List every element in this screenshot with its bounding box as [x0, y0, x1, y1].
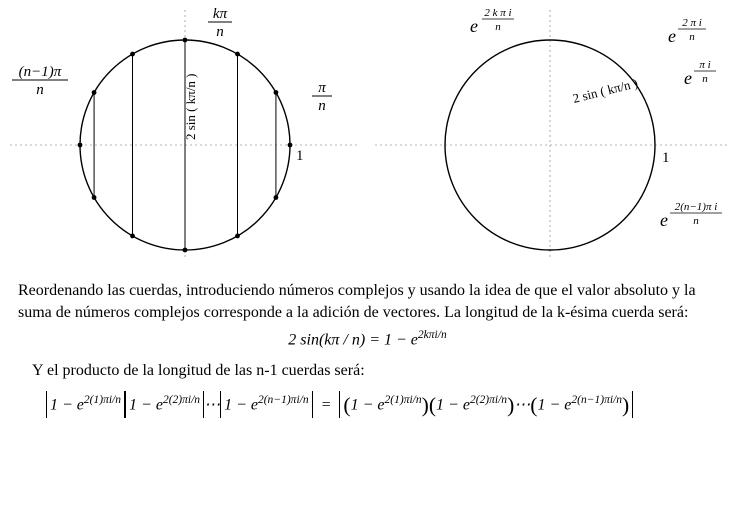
right-figure: 2 sin ( kπ/n ) 1 e 2 k π i n e 2 π i n: [370, 0, 735, 270]
svg-text:n: n: [689, 31, 695, 43]
left-left-frac: (n−1)π n: [12, 64, 68, 98]
right-label-botright: e 2(n−1)π i n: [660, 201, 722, 230]
left-top-frac: kπ n: [208, 6, 232, 40]
svg-text:2(n−1)π i: 2(n−1)π i: [675, 201, 718, 213]
figure-row: 2 sin ( kπ/n ) 1 kπ n π n (n−1)π: [0, 0, 735, 270]
left-chord-label: 2 sin ( kπ/n ): [183, 73, 198, 140]
page: 2 sin ( kπ/n ) 1 kπ n π n (n−1)π: [0, 0, 735, 525]
svg-text:2 k π i: 2 k π i: [484, 7, 511, 19]
left-svg: 2 sin ( kπ/n ) 1 kπ n π n (n−1)π: [0, 0, 370, 270]
svg-text:e: e: [470, 16, 478, 36]
left-one-label: 1: [296, 148, 304, 164]
text-block: Reordenando las cuerdas, introduciendo n…: [0, 270, 735, 418]
right-one-label: 1: [662, 150, 670, 166]
svg-text:e: e: [660, 210, 668, 230]
right-label-midright: e π i n: [684, 59, 716, 88]
right-label-topleft: e 2 k π i n: [470, 7, 514, 36]
svg-text:e: e: [668, 26, 676, 46]
left-figure: 2 sin ( kπ/n ) 1 kπ n π n (n−1)π: [0, 0, 370, 270]
paragraph-2: Y el producto de la longitud de las n-1 …: [32, 360, 717, 382]
svg-text:π: π: [318, 80, 326, 96]
right-label-topright: e 2 π i n: [668, 17, 706, 46]
svg-text:n: n: [495, 21, 501, 33]
right-svg: 2 sin ( kπ/n ) 1 e 2 k π i n e 2 π i n: [370, 0, 735, 270]
svg-text:n: n: [318, 98, 326, 114]
svg-text:n: n: [702, 73, 708, 85]
equation-1: 2 sin(kπ / n) = 1 − e2kπi/n: [18, 329, 717, 349]
svg-text:π i: π i: [699, 59, 710, 71]
right-chord-label: 2 sin ( kπ/n ): [571, 75, 639, 106]
svg-text:kπ: kπ: [213, 6, 228, 22]
equation-2: 1 − e2(1)πi/n1 − e2(2)πi/n⋯1 − e2(n−1)πi…: [46, 391, 717, 418]
svg-text:n: n: [216, 24, 224, 40]
svg-text:(n−1)π: (n−1)π: [19, 64, 62, 80]
svg-text:n: n: [36, 82, 44, 98]
paragraph-1: Reordenando las cuerdas, introduciendo n…: [18, 280, 717, 323]
svg-text:2 π i: 2 π i: [682, 17, 702, 29]
svg-text:n: n: [693, 215, 699, 227]
svg-text:e: e: [684, 68, 692, 88]
left-right-frac: π n: [312, 80, 332, 114]
